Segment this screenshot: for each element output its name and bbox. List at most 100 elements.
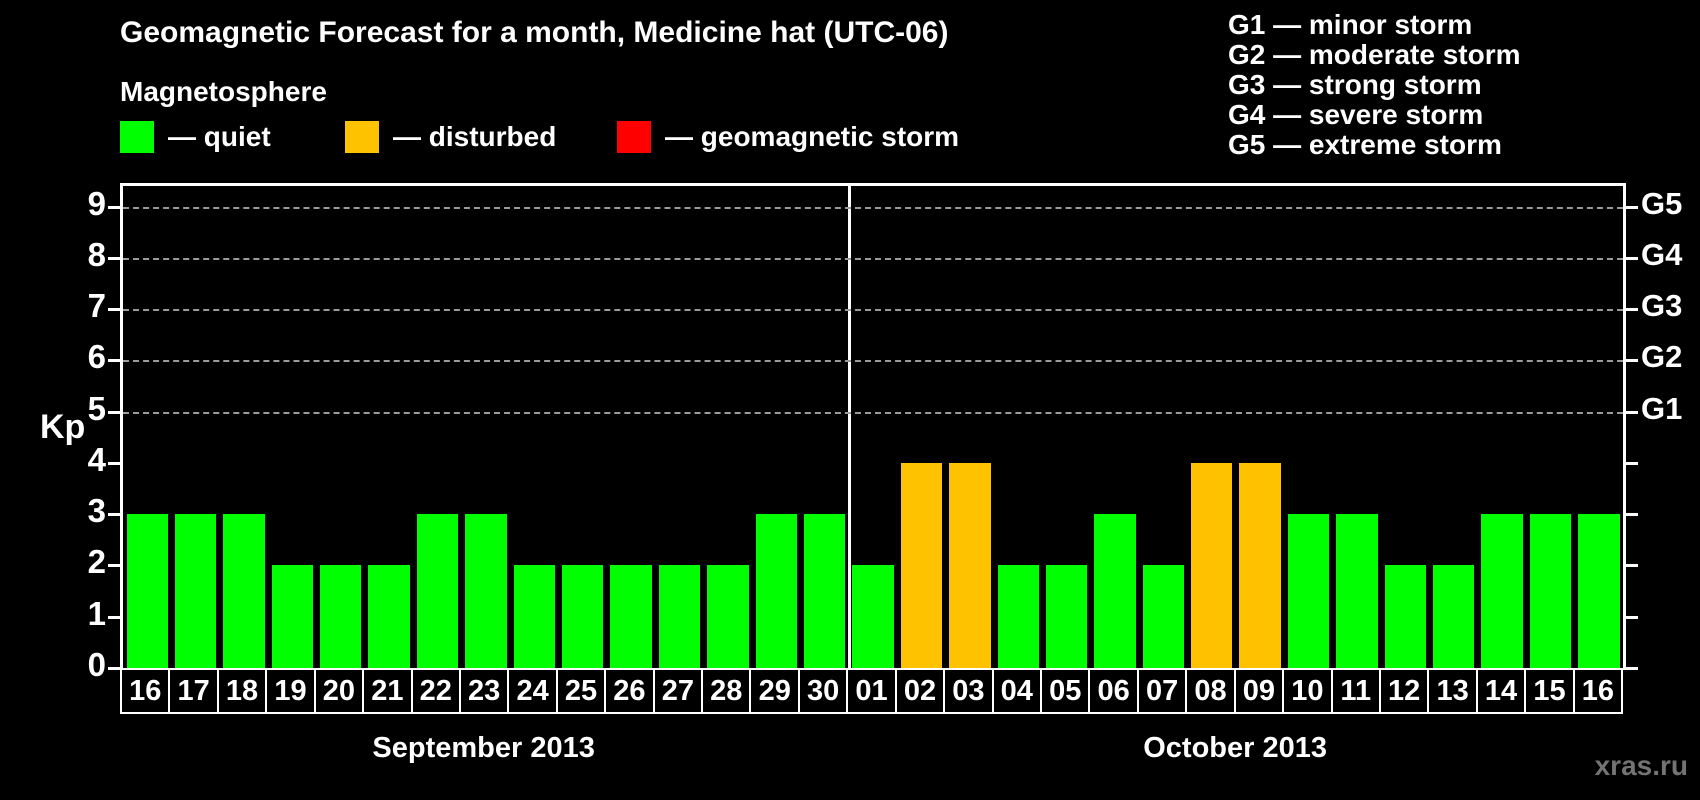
right-axis-tick-6 (1626, 359, 1638, 363)
right-axis-tick-8 (1626, 256, 1638, 260)
g-legend-line-g4: G4 — severe storm (1228, 99, 1484, 130)
legend-item-disturbed: — disturbed (345, 120, 556, 154)
g-legend-line-g2: G2 — moderate storm (1228, 39, 1521, 70)
kp-bar-day-20 (320, 565, 362, 668)
kp-bar-day-12 (1384, 565, 1427, 668)
y-tick-label-8: 8 (87, 235, 106, 273)
right-axis-tick-1 (1626, 615, 1638, 619)
day-cell-21: 21 (362, 670, 410, 712)
day-cell-23: 23 (458, 670, 507, 712)
gridline-kp-9 (123, 206, 1623, 209)
day-cell-29: 29 (749, 670, 797, 712)
left-axis-tick-1 (108, 615, 120, 619)
storm-color-swatch (617, 121, 651, 153)
kp-bar-day-26 (610, 565, 652, 668)
bar-slot-day-10 (1284, 186, 1332, 668)
bar-slot-day-23 (462, 186, 510, 668)
day-cell-12: 12 (1378, 670, 1427, 712)
g-legend-line-g1: G1 — minor storm (1228, 9, 1473, 40)
right-axis-tick-3 (1626, 513, 1638, 517)
y-tick-label-1: 1 (87, 594, 106, 632)
y-tick-label-7: 7 (87, 287, 106, 325)
right-axis-g-labels: G1 G2 G3 G4 G5 (1641, 183, 1700, 665)
kp-bar-day-16 (126, 514, 168, 668)
y-tick-label-2: 2 (87, 543, 106, 581)
kp-bar-day-05 (1045, 565, 1088, 668)
bar-slot-day-14 (1478, 186, 1526, 668)
y-tick-label-4: 4 (87, 440, 106, 478)
day-cell-08: 08 (1185, 670, 1233, 712)
kp-bar-day-24 (513, 565, 556, 668)
g-legend-line-g3: G3 — strong storm (1228, 69, 1482, 100)
bar-slot-day-09 (1236, 186, 1284, 668)
day-cell-16: 16 (129, 674, 162, 707)
kp-bar-day-10 (1287, 514, 1330, 668)
left-axis-tick-0 (108, 667, 120, 670)
bar-slot-day-22 (413, 186, 461, 668)
kp-bar-day-18 (223, 514, 265, 668)
chart-title: Geomagnetic Forecast for a month, Medici… (120, 16, 949, 49)
day-cell-07: 07 (1136, 670, 1185, 712)
bar-slot-day-20 (317, 186, 365, 668)
day-cell-27: 27 (652, 670, 701, 712)
gridline-kp-7 (123, 309, 1623, 312)
bar-slot-day-08 (1188, 186, 1236, 668)
day-cell-20: 20 (313, 670, 362, 712)
legend-item-label: — geomagnetic storm (665, 121, 960, 152)
legend-heading: Magnetosphere (120, 76, 327, 107)
kp-bar-day-09 (1239, 462, 1281, 668)
right-axis-label-g4: G4 (1641, 236, 1683, 272)
bar-slot-day-11 (1333, 186, 1381, 668)
month-label-october: October 2013 (1143, 732, 1327, 764)
legend-item-label: — quiet (168, 121, 271, 152)
right-axis-tick-0 (1626, 667, 1638, 670)
kp-bar-day-02 (900, 462, 943, 668)
bar-slot-day-28 (704, 186, 752, 668)
left-axis-tick-8 (108, 256, 120, 260)
day-cell-11: 11 (1330, 670, 1379, 712)
bar-slot-day-26 (607, 186, 655, 668)
plot-area (108, 183, 1638, 670)
bar-slot-day-01 (849, 186, 897, 668)
day-cell-30: 30 (797, 670, 846, 712)
bar-slot-day-06 (1091, 186, 1139, 668)
y-tick-label-6: 6 (87, 338, 106, 376)
y-tick-label-5: 5 (87, 389, 106, 427)
right-axis-tick-5 (1626, 410, 1638, 414)
g-legend-line-g5: G5 — extreme storm (1228, 129, 1502, 160)
y-tick-label-0: 0 (87, 646, 106, 683)
day-cell-28: 28 (701, 670, 749, 712)
kp-bar-day-17 (174, 514, 217, 668)
bar-slot-day-18 (220, 186, 268, 668)
day-cell-09: 09 (1233, 670, 1282, 712)
bar-slot-day-12 (1381, 186, 1429, 668)
disturbed-color-swatch (345, 121, 379, 153)
bar-slot-day-03 (946, 186, 994, 668)
day-cell-25: 25 (555, 670, 604, 712)
left-axis-tick-7 (108, 308, 120, 312)
legend-item-label: — disturbed (393, 121, 557, 152)
kp-bar-day-14 (1481, 514, 1523, 668)
day-cell-03: 03 (943, 670, 991, 712)
day-cell-18: 18 (216, 670, 265, 712)
quiet-color-swatch (120, 121, 154, 153)
bar-slot-day-25 (559, 186, 607, 668)
y-axis-title: Kp (40, 408, 86, 446)
bar-slot-day-02 (897, 186, 945, 668)
kp-bar-day-01 (852, 565, 894, 668)
left-axis-tick-4 (108, 461, 120, 465)
day-cell-24: 24 (507, 670, 555, 712)
right-axis-label-g3: G3 (1641, 288, 1683, 324)
left-axis-tick-3 (108, 513, 120, 517)
y-tick-label-9: 9 (87, 184, 106, 222)
g-scale-legend: G1 — minor storm G2 — moderate storm G3 … (1228, 10, 1521, 160)
left-axis-tick-9 (108, 205, 120, 209)
kp-bar-day-30 (803, 514, 846, 668)
day-cell-13: 13 (1427, 670, 1475, 712)
day-cell-26: 26 (604, 670, 652, 712)
bar-slot-day-19 (268, 186, 316, 668)
kp-bar-day-03 (949, 462, 991, 668)
right-axis-tick-2 (1626, 564, 1638, 568)
kp-bar-day-15 (1529, 514, 1572, 668)
day-cell-16: 16 (1572, 670, 1621, 712)
